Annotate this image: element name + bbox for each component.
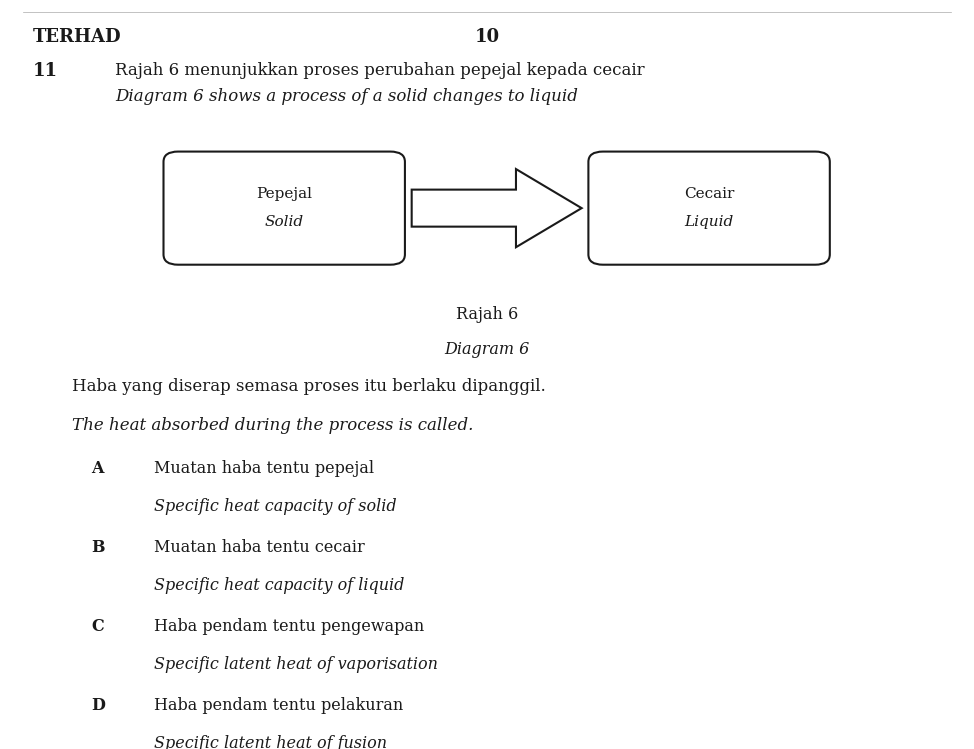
- Text: Specific latent heat of fusion: Specific latent heat of fusion: [154, 735, 387, 749]
- Text: Muatan haba tentu pepejal: Muatan haba tentu pepejal: [154, 460, 374, 477]
- Text: A: A: [92, 460, 103, 477]
- Text: TERHAD: TERHAD: [33, 28, 122, 46]
- Text: Rajah 6: Rajah 6: [456, 306, 518, 323]
- Text: Haba pendam tentu pelakuran: Haba pendam tentu pelakuran: [154, 697, 403, 714]
- Text: Diagram 6: Diagram 6: [444, 342, 530, 359]
- Text: Diagram 6 shows a process of a solid changes to liquid: Diagram 6 shows a process of a solid cha…: [115, 88, 579, 105]
- Text: Liquid: Liquid: [685, 215, 733, 229]
- Text: Muatan haba tentu cecair: Muatan haba tentu cecair: [154, 539, 364, 556]
- Text: Haba yang diserap semasa proses itu berlaku dipanggil.: Haba yang diserap semasa proses itu berl…: [72, 377, 545, 395]
- Text: 10: 10: [474, 28, 500, 46]
- Text: Specific heat capacity of liquid: Specific heat capacity of liquid: [154, 577, 404, 594]
- Polygon shape: [412, 169, 581, 247]
- FancyBboxPatch shape: [588, 151, 830, 264]
- Text: Pepejal: Pepejal: [256, 187, 313, 201]
- Text: B: B: [92, 539, 104, 556]
- Text: Solid: Solid: [265, 215, 304, 229]
- Text: 11: 11: [33, 62, 58, 80]
- Text: Rajah 6 menunjukkan proses perubahan pepejal kepada cecair: Rajah 6 menunjukkan proses perubahan pep…: [115, 62, 645, 79]
- Text: Cecair: Cecair: [684, 187, 734, 201]
- FancyBboxPatch shape: [164, 151, 405, 264]
- Text: C: C: [92, 618, 104, 635]
- Text: Specific latent heat of vaporisation: Specific latent heat of vaporisation: [154, 656, 437, 673]
- Text: Haba pendam tentu pengewapan: Haba pendam tentu pengewapan: [154, 618, 424, 635]
- Text: D: D: [92, 697, 105, 714]
- Text: The heat absorbed during the process is called.: The heat absorbed during the process is …: [72, 417, 473, 434]
- Text: Specific heat capacity of solid: Specific heat capacity of solid: [154, 499, 396, 515]
